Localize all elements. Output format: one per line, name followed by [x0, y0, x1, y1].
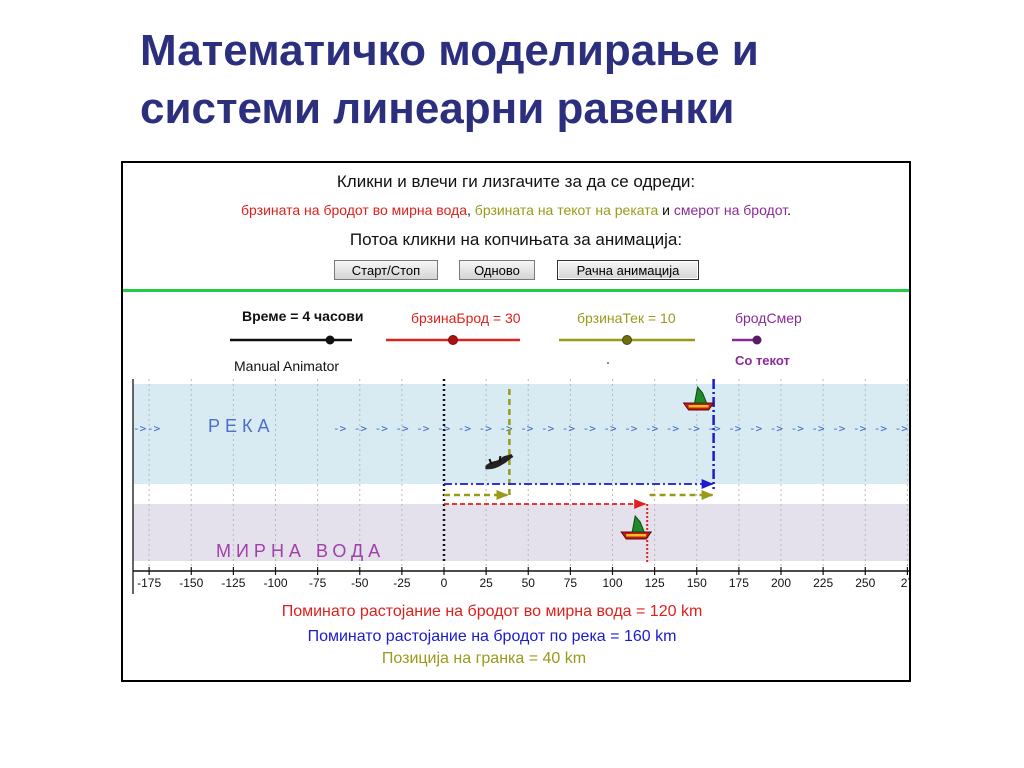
instruction-sep2: и: [658, 202, 674, 218]
flow-arrow: ->: [770, 422, 784, 435]
instruction-line2: брзината на бродот во мирна вода, брзина…: [123, 202, 909, 218]
river-distance-result: Поминато растојание на бродот по река = …: [307, 628, 677, 645]
flow-arrow: ->: [541, 422, 555, 435]
branch-icon: [485, 454, 514, 470]
flow-arrow: ->: [895, 422, 909, 435]
current-speed-slider[interactable]: [559, 335, 695, 345]
branch-position-result: Позиција на гранка = 40 km: [381, 650, 587, 667]
x-axis-tick-label: -100: [263, 576, 287, 590]
flow-arrow: ->: [832, 422, 846, 435]
instruction-line1: Кликни и влечи ги лизгачите за да се одр…: [336, 172, 696, 191]
instruction-sep1: ,: [467, 202, 475, 218]
instruction-current-speed: брзината на текот на реката: [474, 202, 659, 218]
flow-arrow: ->: [458, 422, 472, 435]
flow-arrow: ->: [853, 422, 867, 435]
x-axis-tick-label: 225: [813, 576, 833, 590]
current-slider-dot: [607, 362, 609, 364]
reset-button[interactable]: Одново: [459, 260, 535, 280]
x-axis-tick-label: -25: [393, 576, 411, 590]
flow-arrow: ->: [645, 422, 659, 435]
flow-arrow: ->: [874, 422, 888, 435]
x-axis-tick-label: 200: [771, 576, 791, 590]
x-axis-tick-label: 0: [441, 576, 448, 590]
manual-animation-button[interactable]: Рачна анимација: [557, 260, 699, 280]
time-slider[interactable]: [230, 335, 352, 345]
direction-slider[interactable]: [732, 335, 762, 345]
flow-arrow: ->: [749, 422, 763, 435]
flow-arrow: ->: [583, 422, 597, 435]
x-axis-tick-label: -175: [137, 576, 161, 590]
flow-arrow: ->: [395, 422, 409, 435]
time-slider-label: Време = 4 часови: [242, 308, 364, 324]
instruction-line3: Потоа кликни на копчињата за анимација:: [349, 230, 683, 249]
x-axis-tick-label: 250: [855, 576, 875, 590]
boat-speed-slider[interactable]: [386, 335, 520, 345]
flow-arrow: ->: [333, 422, 347, 435]
instruction-end: .: [787, 202, 791, 218]
flow-arrow: ->: [416, 422, 430, 435]
slide-title-line2: системи линеарни равенки: [140, 84, 735, 133]
x-axis-tick-label: 25: [479, 576, 493, 590]
river-label: РЕКА: [208, 416, 275, 436]
flow-arrow: ->: [666, 422, 680, 435]
boat-speed-slider-knob[interactable]: [448, 335, 458, 345]
flow-arrow: ->: [437, 422, 451, 435]
x-axis-tick-label: -75: [309, 576, 327, 590]
flow-arrow: ->: [479, 422, 493, 435]
applet-panel: Кликни и влечи ги лизгачите за да се одр…: [121, 161, 911, 682]
boat-speed-slider-label: брзинаБрод = 30: [411, 310, 521, 326]
flow-arrow: ->: [499, 422, 513, 435]
current-speed-slider-label: брзинаТек = 10: [577, 310, 676, 326]
x-axis-ticks: -175 -150 -125 -100 -75 -50 -25 0 25 50 75 100 125 15…: [137, 567, 909, 590]
flow-arrow: ->: [147, 422, 161, 435]
boat-icon: [620, 514, 653, 540]
direction-slider-label: бродСмер: [735, 310, 802, 326]
x-axis-tick-label: -150: [179, 576, 203, 590]
separator-line: [123, 289, 909, 292]
flow-arrow: ->: [562, 422, 576, 435]
time-slider-knob[interactable]: [325, 335, 335, 345]
x-axis-tick-label: 125: [645, 576, 665, 590]
x-axis-tick-label: 175: [729, 576, 749, 590]
still-water-label: МИРНА ВОДА: [216, 541, 385, 561]
flow-arrow: ->: [520, 422, 534, 435]
instruction-boat-speed: брзината на бродот во мирна вода: [241, 202, 468, 218]
x-axis-tick-label: 27: [901, 576, 909, 590]
direction-slider-knob[interactable]: [752, 335, 762, 345]
flow-arrow: ->: [624, 422, 638, 435]
start-stop-button[interactable]: Старт/Стоп: [334, 260, 438, 280]
flow-arrow: ->: [133, 422, 147, 435]
flow-arrow: ->: [811, 422, 825, 435]
flow-arrow: ->: [728, 422, 742, 435]
flow-arrow: ->: [791, 422, 805, 435]
x-axis-tick-label: -50: [351, 576, 369, 590]
slide-title: Математичко моделирање и системи линеарн…: [140, 22, 940, 138]
x-axis-tick-label: 75: [564, 576, 578, 590]
flow-arrow: ->: [375, 422, 389, 435]
manual-animator-label: Manual Animator: [234, 358, 340, 374]
direction-value: Со текот: [735, 353, 790, 368]
river-band: [133, 384, 909, 484]
river-flow-arrows: -> -> -> -> -> -> -> -> -> -> -> -> -> -> -> -> -> -> -> ->…: [133, 422, 908, 435]
animation-canvas: -> -> -> -> -> -> -> -> -> -> -> -> -> -> -> -> -> -> -> ->…: [132, 335, 909, 594]
x-axis-tick-label: 150: [687, 576, 707, 590]
slide-title-line1: Математичко моделирање и: [140, 26, 759, 75]
boat-icon: [682, 385, 715, 411]
flow-arrow: ->: [354, 422, 368, 435]
instruction-direction: смерот на бродот: [673, 202, 788, 218]
flow-arrow: ->: [603, 422, 617, 435]
flow-arrow: ->: [687, 422, 701, 435]
still-water-band: [133, 504, 909, 561]
current-speed-slider-knob[interactable]: [622, 335, 632, 345]
x-axis-tick-label: 50: [522, 576, 536, 590]
still-water-distance-result: Поминато растојание на бродот во мирна в…: [281, 603, 703, 620]
x-axis-tick-label: 100: [602, 576, 622, 590]
x-axis-tick-label: -125: [221, 576, 245, 590]
